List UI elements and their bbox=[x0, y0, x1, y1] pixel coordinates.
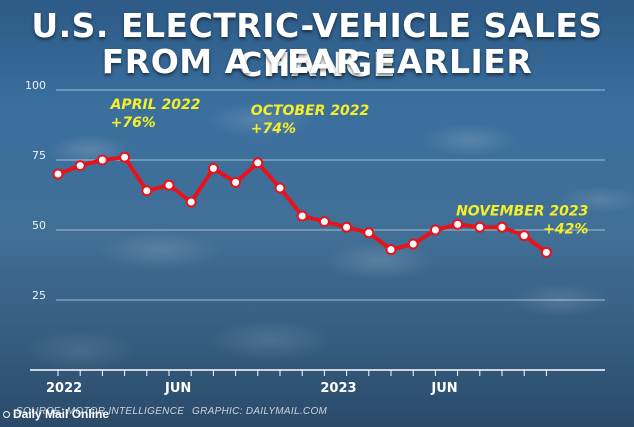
x-tick-label-2023: 2023 bbox=[320, 381, 356, 396]
data-point bbox=[119, 151, 131, 163]
y-tick-label-50: 50 bbox=[32, 219, 46, 232]
data-point bbox=[518, 230, 530, 242]
x-tick-label-jun: JUN bbox=[164, 381, 191, 396]
data-point bbox=[74, 160, 86, 172]
chart-title-line-2: FROM A YEAR EARLIER bbox=[101, 42, 533, 81]
data-point bbox=[274, 182, 286, 194]
brand-icon bbox=[3, 411, 10, 419]
data-point bbox=[296, 210, 308, 222]
data-point bbox=[496, 221, 508, 233]
annotation-value: +42% bbox=[543, 221, 588, 237]
annotation-label: APRIL 2022 bbox=[110, 97, 201, 113]
annotation-label: NOVEMBER 2023 bbox=[456, 203, 588, 219]
data-point bbox=[207, 162, 219, 174]
chart-title-line-1: U.S. ELECTRIC-VEHICLE SALES CHANGE bbox=[31, 6, 603, 84]
x-tick-label-jun: JUN bbox=[430, 381, 457, 396]
brand-name: Daily Mail Online bbox=[13, 407, 110, 421]
data-point bbox=[96, 154, 108, 166]
data-point bbox=[540, 246, 552, 258]
annotation-label: OCTOBER 2022 bbox=[251, 103, 369, 119]
data-point bbox=[230, 176, 242, 188]
brand-logo: Daily Mail Online bbox=[3, 407, 109, 421]
data-point bbox=[318, 216, 330, 228]
y-tick-label-75: 75 bbox=[32, 149, 46, 162]
data-point bbox=[141, 185, 153, 197]
source-credit: SOURCE: MOTOR INTELLIGENCE bbox=[16, 406, 185, 417]
data-point bbox=[385, 244, 397, 256]
data-point bbox=[52, 168, 64, 180]
data-point bbox=[429, 224, 441, 236]
data-point bbox=[452, 218, 464, 230]
data-point bbox=[363, 227, 375, 239]
data-point bbox=[341, 221, 353, 233]
x-tick-label-2022: 2022 bbox=[46, 381, 82, 396]
y-tick-label-25: 25 bbox=[32, 289, 46, 302]
data-point bbox=[252, 157, 264, 169]
graphic-credit: GRAPHIC: DAILYMAIL.COM bbox=[192, 406, 328, 417]
annotation-value: +76% bbox=[111, 115, 156, 131]
y-tick-label-100: 100 bbox=[25, 79, 46, 92]
data-point bbox=[185, 196, 197, 208]
data-point bbox=[474, 221, 486, 233]
data-point bbox=[407, 238, 419, 250]
data-point bbox=[163, 179, 175, 191]
annotation-value: +74% bbox=[251, 121, 296, 137]
